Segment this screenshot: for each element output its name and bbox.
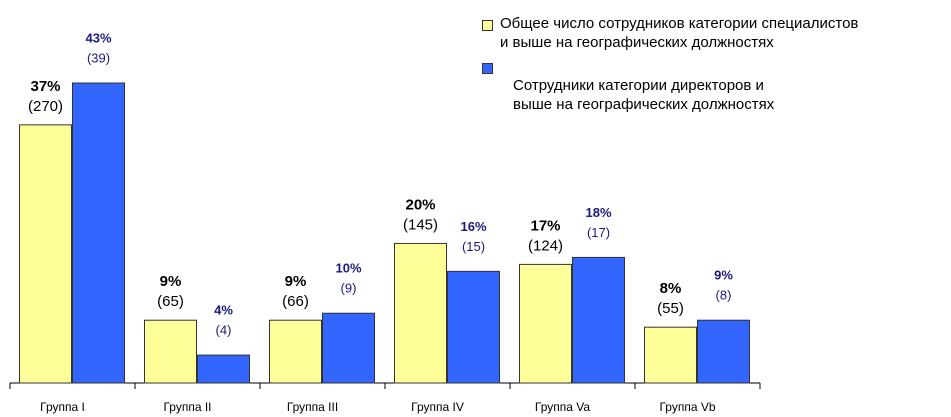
count-label: (17) [587, 225, 610, 240]
value-label: 9% [285, 273, 307, 290]
bar [447, 270, 500, 384]
count-label: (124) [528, 237, 563, 254]
value-label: 9% [160, 273, 182, 290]
bar [269, 319, 322, 384]
legend-label: Сотрудники категории директоров и выше н… [513, 77, 775, 113]
value-label: 4% [214, 303, 233, 318]
legend-label: Общее число сотрудников категории специа… [500, 15, 859, 51]
bar [394, 242, 447, 384]
x-tick-label: Группа Vb [659, 400, 715, 414]
count-label: (66) [282, 293, 309, 310]
bar [697, 319, 750, 384]
bar [197, 354, 250, 384]
value-label: 10% [335, 261, 361, 276]
count-label: (15) [462, 239, 485, 254]
value-label: 20% [405, 196, 435, 213]
count-label: (270) [28, 98, 63, 115]
bar [19, 124, 72, 384]
value-label: 8% [660, 280, 682, 297]
value-label: 17% [530, 217, 560, 234]
value-label: 18% [585, 205, 611, 220]
x-tick-label: Группа II [163, 400, 211, 414]
legend-swatch [482, 20, 493, 31]
x-tick-label: Группа I [40, 400, 85, 414]
bar [519, 263, 572, 384]
value-label: 37% [30, 78, 60, 95]
count-label: (4) [216, 323, 232, 338]
x-tick-label: Группа III [287, 400, 338, 414]
bar [144, 319, 197, 384]
x-tick-label: Группа Va [535, 400, 590, 414]
value-label: 16% [460, 219, 486, 234]
bar [572, 256, 625, 384]
count-label: (55) [657, 300, 684, 317]
count-label: (145) [403, 216, 438, 233]
x-tick-label: Группа IV [411, 400, 464, 414]
value-label: 9% [714, 268, 733, 283]
count-label: (8) [716, 288, 732, 303]
bar [644, 326, 697, 384]
count-label: (9) [341, 281, 357, 296]
count-label: (65) [157, 293, 184, 310]
value-label: 43% [85, 30, 111, 45]
bar [322, 312, 375, 384]
bar [72, 82, 125, 384]
count-label: (39) [87, 50, 110, 65]
legend-swatch [482, 63, 493, 74]
